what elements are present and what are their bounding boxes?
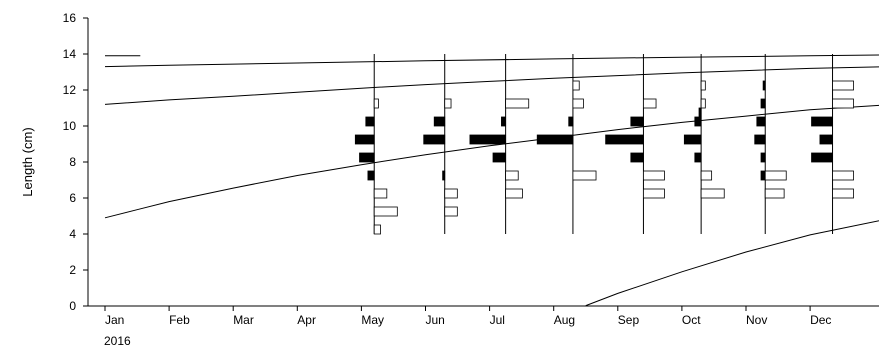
raw-frequency-bar — [643, 98, 657, 109]
x-tick-label: Sep — [618, 313, 640, 327]
restructured-bar — [630, 152, 644, 163]
raw-frequency-bar — [764, 188, 785, 199]
raw-frequency-bar — [700, 80, 706, 91]
raw-frequency-bar — [373, 98, 379, 109]
raw-frequency-bar — [832, 80, 854, 91]
raw-frequency-bar — [505, 188, 523, 199]
growth-curve — [104, 104, 879, 219]
restructured-bar — [698, 107, 702, 118]
raw-frequency-bar — [572, 80, 580, 91]
restructured-bar — [754, 134, 766, 145]
growth-curve — [104, 66, 879, 105]
raw-frequency-bar — [764, 170, 787, 181]
restructured-bar — [811, 152, 833, 163]
x-tick-label: May — [361, 313, 384, 327]
restructured-bar — [469, 134, 507, 145]
raw-frequency-bar — [373, 206, 398, 217]
raw-frequency-bar — [572, 170, 597, 181]
raw-frequency-bar — [444, 98, 452, 109]
restructured-bar — [568, 116, 574, 127]
growth-curve — [585, 220, 879, 307]
sample-histogram — [605, 54, 665, 234]
y-tick-label: 6 — [69, 191, 76, 205]
x-tick-label: Nov — [746, 313, 767, 327]
restructured-bar — [760, 152, 766, 163]
restructured-bar — [694, 152, 702, 163]
restructured-bar — [760, 170, 766, 181]
raw-frequency-bar — [832, 170, 854, 181]
monthly-samples — [354, 54, 854, 235]
y-tick-label: 8 — [69, 155, 76, 169]
y-tick-label: 16 — [63, 11, 77, 25]
restructured-bar — [605, 134, 644, 145]
restructured-bar — [423, 134, 446, 145]
x-tick-label: Apr — [297, 313, 316, 327]
raw-frequency-bar — [572, 98, 584, 109]
restructured-bar — [492, 152, 507, 163]
x-tick-label: Jul — [490, 313, 505, 327]
y-tick-label: 14 — [63, 47, 77, 61]
sample-histogram — [536, 54, 597, 234]
raw-frequency-bar — [700, 188, 725, 199]
restructured-bar — [433, 116, 446, 127]
x-tick-label: Jan — [105, 313, 124, 327]
restructured-bar — [683, 134, 702, 145]
x-tick-label: Aug — [554, 313, 575, 327]
raw-frequency-bar — [832, 98, 854, 109]
raw-frequency-bar — [444, 206, 458, 217]
y-axis-title: Length (cm) — [20, 127, 35, 196]
sample-histogram — [469, 54, 530, 234]
restructured-bar — [630, 116, 644, 127]
restructured-bar — [354, 134, 375, 145]
x-tick-label: Mar — [233, 313, 254, 327]
y-tick-label: 10 — [63, 119, 77, 133]
restructured-bar — [694, 116, 702, 127]
raw-frequency-bar — [643, 170, 665, 181]
raw-frequency-bar — [444, 188, 458, 199]
sample-histogram — [683, 54, 725, 234]
raw-frequency-bar — [700, 170, 713, 181]
x-tick-label: Dec — [810, 313, 831, 327]
restructured-bar — [762, 80, 766, 91]
growth-curves — [104, 54, 879, 307]
sample-histogram — [811, 54, 854, 234]
x-tick-label: Feb — [169, 313, 190, 327]
raw-frequency-bar — [505, 98, 530, 109]
restructured-bar — [365, 116, 375, 127]
y-tick-label: 2 — [69, 263, 76, 277]
y-tick-label: 0 — [69, 299, 76, 313]
raw-frequency-bar — [373, 188, 388, 199]
raw-frequency-bar — [643, 188, 665, 199]
axes: 0 2 4 6 8 10 12 14 16 Jan Feb Mar Apr May Jun Jul Aug Sep… — [63, 11, 879, 327]
raw-frequency-bar — [700, 98, 706, 109]
raw-frequency-bar — [505, 170, 519, 181]
restructured-bar — [501, 116, 507, 127]
raw-frequency-bar — [373, 224, 381, 235]
restructured-bar — [756, 116, 766, 127]
x-tick-label: Oct — [682, 313, 701, 327]
growth-curve — [104, 54, 879, 68]
raw-frequency-bar — [832, 188, 854, 199]
restructured-bar — [359, 152, 375, 163]
sample-histogram — [423, 54, 458, 234]
x-tick-label: Jun — [426, 313, 445, 327]
restructured-bar — [819, 134, 833, 145]
sample-histogram — [754, 54, 787, 234]
year-label: 2016 — [104, 334, 131, 348]
sample-histogram — [354, 54, 398, 235]
restructured-bar — [442, 170, 446, 181]
restructured-bar — [536, 134, 574, 145]
y-tick-label: 4 — [69, 227, 76, 241]
restructured-bar — [760, 98, 766, 109]
restructured-bar — [367, 170, 375, 181]
restructured-bar — [811, 116, 833, 127]
y-tick-label: 12 — [63, 83, 77, 97]
